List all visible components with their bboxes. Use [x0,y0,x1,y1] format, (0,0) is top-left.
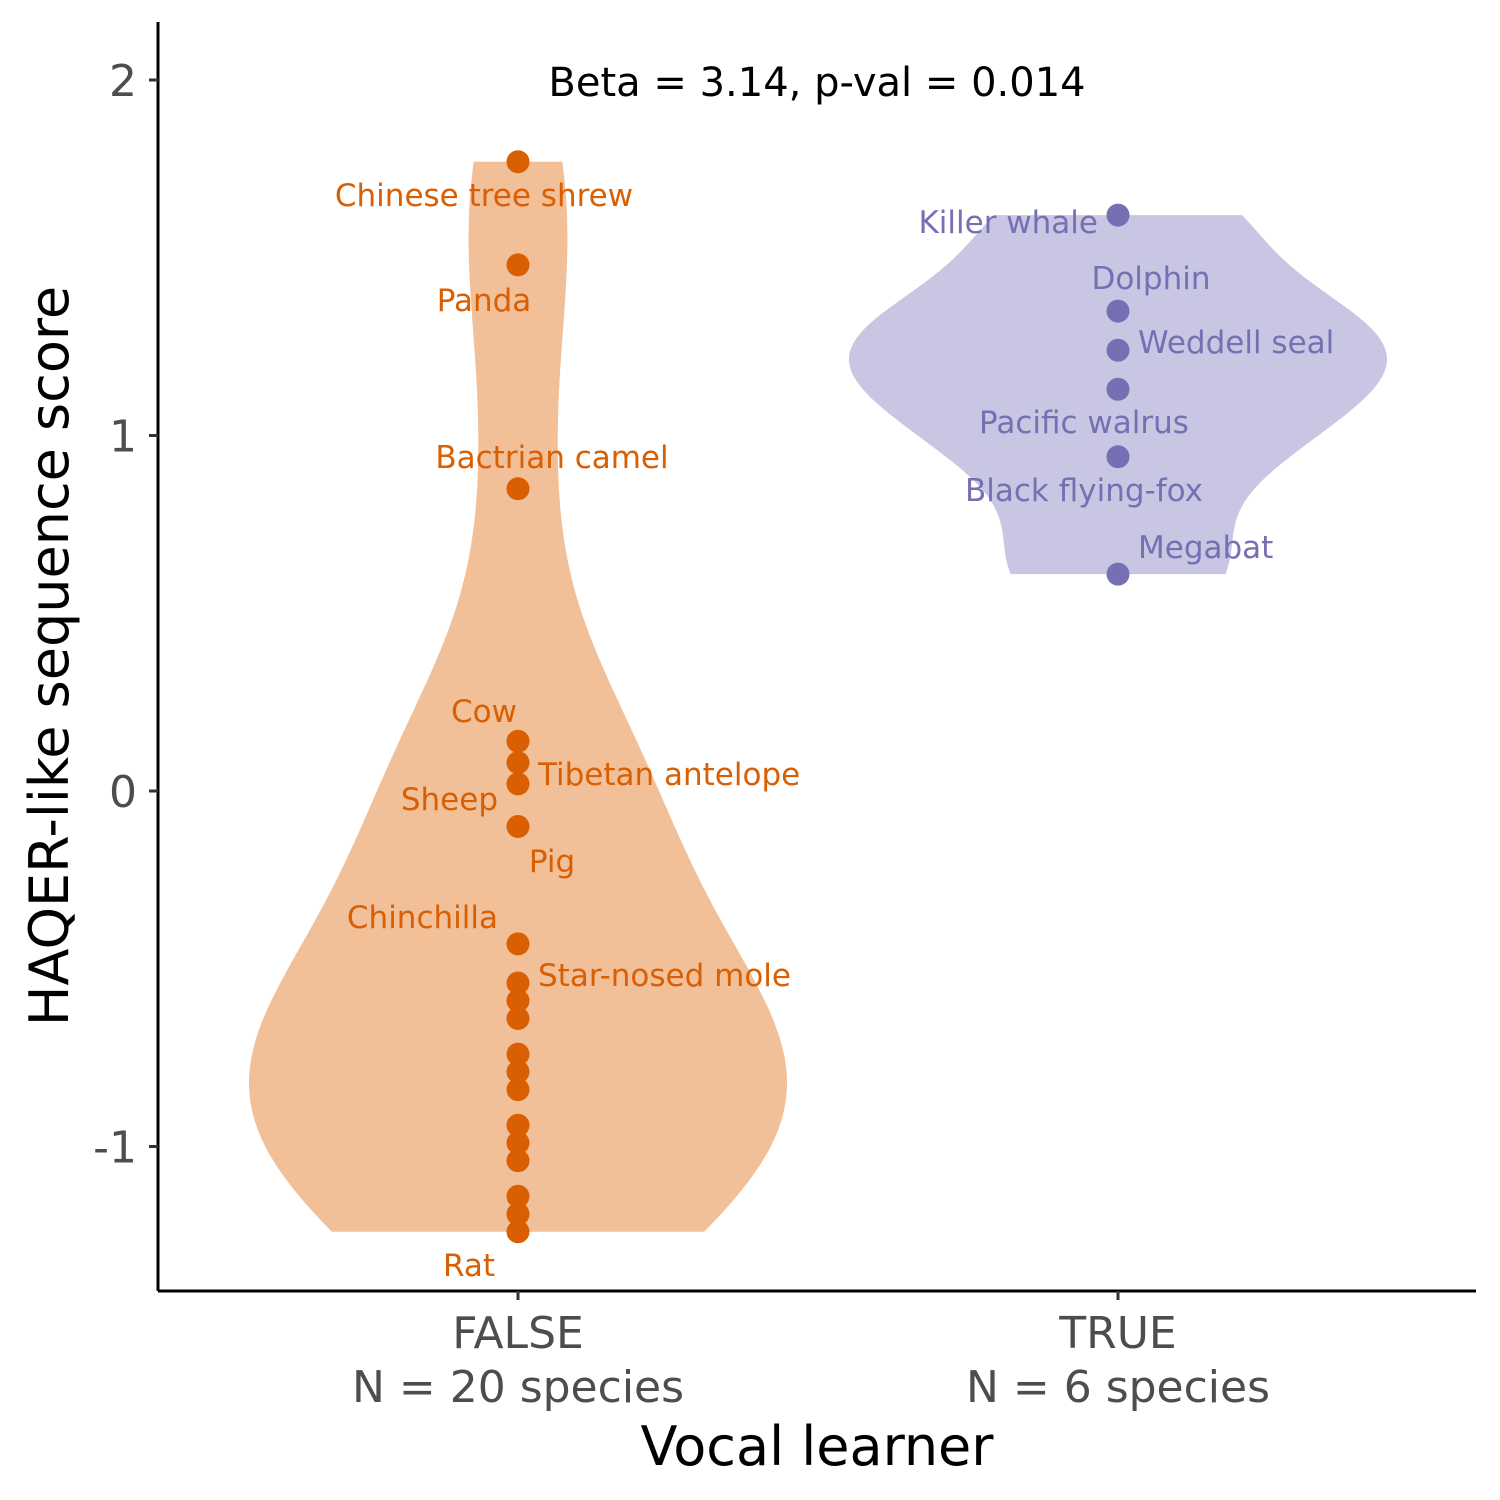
data-point [506,971,530,995]
y-axis-title: HAQER-like sequence score [18,286,81,1026]
x-tick-sublabel: N = 6 species [966,1362,1270,1413]
data-point [506,751,530,775]
point-label: Bactrian camel [435,440,668,476]
point-label: Black flying-fox [965,473,1203,509]
data-point [506,989,530,1013]
data-point [506,1060,530,1084]
point-label: Weddell seal [1138,325,1334,361]
data-point [506,1131,530,1155]
point-label: Rat [443,1248,495,1284]
y-tick-label: 1 [109,412,137,463]
point-label: Dolphin [1091,261,1210,297]
x-tick-sublabel: N = 20 species [352,1362,684,1413]
point-label: Chinchilla [347,900,498,936]
violin-false [249,161,787,1232]
point-label: Pacific walrus [979,405,1189,441]
data-point [506,1113,530,1137]
data-point [1106,299,1130,323]
data-point [506,932,530,956]
data-point [1106,338,1130,362]
point-label: Panda [437,283,532,319]
data-point [506,1202,530,1226]
data-point [1106,203,1130,227]
x-axis-title: Vocal learner [641,1415,995,1478]
x-tick-label: FALSE [452,1308,584,1359]
data-point [506,1078,530,1102]
data-point [506,1042,530,1066]
data-point [506,1149,530,1173]
point-label: Pig [529,844,575,880]
point-label: Star-nosed mole [538,958,791,994]
data-point [506,1220,530,1244]
data-points [506,150,1130,1244]
data-point [1106,562,1130,586]
point-label: Tibetan antelope [537,757,800,793]
point-label: Killer whale [918,205,1098,241]
data-point [1106,445,1130,469]
data-point [506,1184,530,1208]
point-label: Megabat [1138,530,1273,566]
data-point [1106,377,1130,401]
violins [249,161,1387,1232]
point-label: Cow [451,694,517,730]
data-point [506,772,530,796]
point-label: Sheep [401,782,498,818]
x-tick-label: TRUE [1058,1308,1176,1359]
point-label: Chinese tree shrew [335,178,633,214]
data-point [506,253,530,277]
y-tick-label: 2 [109,56,137,107]
data-point [506,150,530,174]
data-point [506,1007,530,1030]
point-labels: Chinese tree shrew Panda Bactrian camel Cow… [335,178,1334,1284]
data-point [506,477,530,501]
y-ticks: -1 0 1 2 [93,56,158,1174]
y-tick-label: -1 [93,1123,137,1174]
annotation: Beta = 3.14, p-val = 0.014 [548,60,1085,106]
y-tick-label: 0 [109,767,137,818]
data-point [506,815,530,838]
data-point [506,729,530,753]
